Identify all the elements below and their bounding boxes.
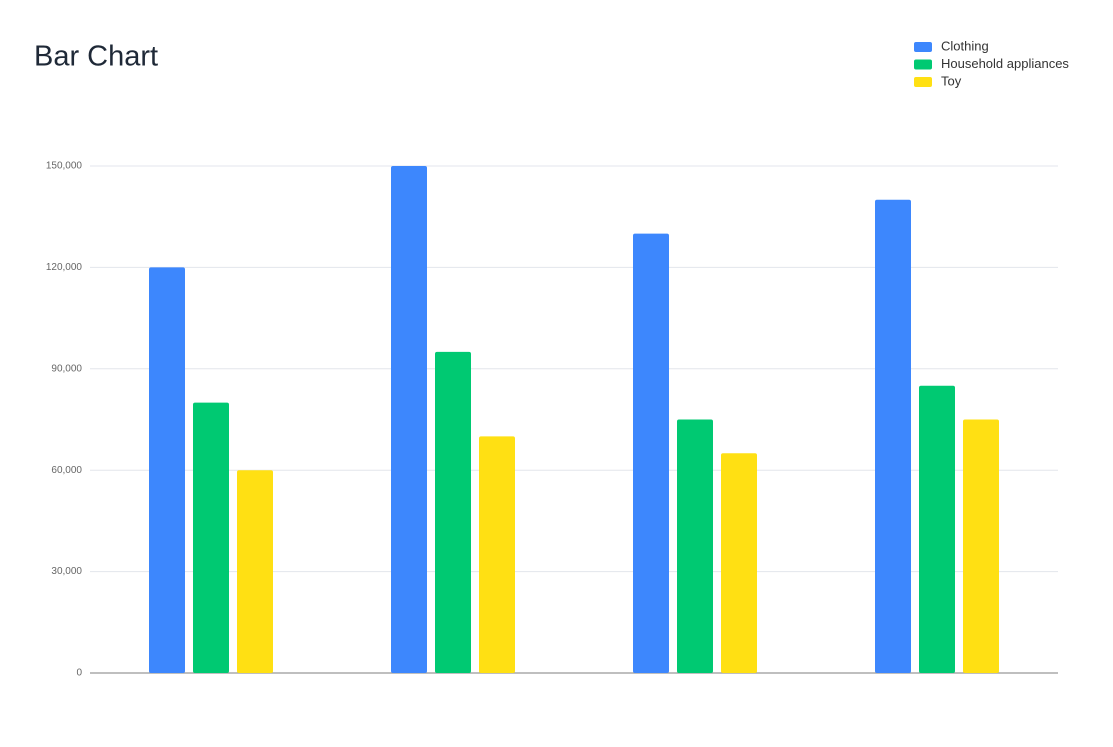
chart-title: Bar Chart xyxy=(34,41,158,73)
legend-label: Clothing xyxy=(941,38,989,53)
bar xyxy=(237,470,273,673)
bar xyxy=(677,419,713,673)
y-tick-label: 30,000 xyxy=(51,566,82,577)
legend-swatch xyxy=(914,77,932,87)
bar xyxy=(391,166,427,673)
bar xyxy=(479,436,515,673)
bar xyxy=(963,419,999,673)
y-tick-label: 0 xyxy=(76,668,82,679)
legend-swatch xyxy=(914,59,932,70)
bar xyxy=(721,453,757,673)
bar xyxy=(435,351,471,673)
bar xyxy=(875,199,911,674)
bar xyxy=(193,402,229,673)
bar xyxy=(149,267,185,673)
y-tick-label: 60,000 xyxy=(51,465,82,476)
legend-swatch xyxy=(914,42,932,52)
legend-label: Household appliances xyxy=(941,56,1069,71)
bar xyxy=(633,233,669,673)
y-tick-label: 90,000 xyxy=(51,363,82,374)
y-tick-label: 150,000 xyxy=(46,161,83,172)
legend-label: Toy xyxy=(941,73,962,88)
y-tick-label: 120,000 xyxy=(46,262,83,273)
bar xyxy=(919,385,955,673)
